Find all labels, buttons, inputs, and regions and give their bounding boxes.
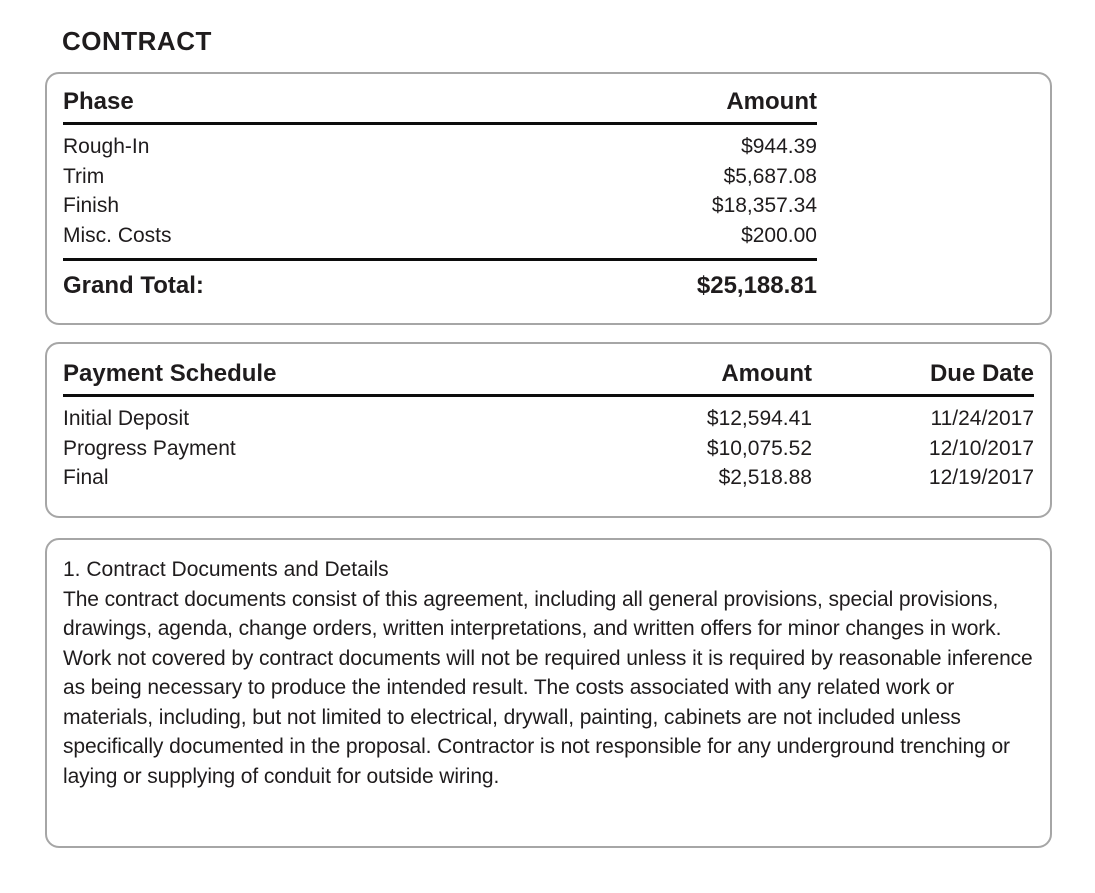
amount-cell: $944.39 [741, 135, 817, 158]
contract-summary-card: Phase Amount Rough-In $944.39 Trim $5,68… [45, 72, 1052, 325]
contract-document-page: CONTRACT Phase Amount Rough-In $944.39 T… [0, 27, 1095, 893]
payment-schedule-card: Payment Schedule Amount Due Date Initial… [45, 342, 1052, 518]
page-title: CONTRACT [62, 26, 212, 56]
payment-due-date-cell: 11/24/2017 [930, 407, 1034, 430]
payment-amount-cell: $12,594.41 [706, 407, 812, 430]
phase-cell: Misc. Costs [63, 223, 172, 247]
terms-heading: 1. Contract Documents and Details [63, 558, 389, 581]
table-row: Progress Payment $10,075.52 12/10/2017 [63, 434, 1034, 464]
payment-due-date-cell: 12/10/2017 [928, 436, 1034, 460]
payment-schedule-column-header: Payment Schedule [63, 360, 277, 387]
phase-cell: Trim [63, 164, 105, 188]
payment-due-date-cell: 12/19/2017 [928, 466, 1034, 489]
phase-cell: Finish [63, 194, 120, 217]
table-row: Misc. Costs $200.00 [63, 221, 817, 251]
amount-column-header: Amount [726, 88, 817, 115]
terms-body: The contract documents consist of this a… [63, 587, 1033, 788]
payment-schedule-table: Payment Schedule Amount Due Date Initial… [63, 359, 1034, 493]
grand-total-label: Grand Total: [63, 272, 204, 299]
amount-column-header: Amount [721, 360, 812, 387]
phase-table: Phase Amount Rough-In $944.39 Trim $5,68… [63, 87, 817, 302]
grand-total-value: $25,188.81 [696, 272, 817, 299]
payment-schedule-rows: Initial Deposit $12,594.41 11/24/2017 Pr… [63, 397, 1034, 493]
payment-name-cell: Progress Payment [63, 436, 236, 460]
grand-total-row: Grand Total: $25,188.81 [63, 270, 817, 302]
table-row: Initial Deposit $12,594.41 11/24/2017 [63, 404, 1034, 434]
payment-name-cell: Final [63, 466, 109, 489]
amount-cell: $5,687.08 [723, 164, 817, 188]
phase-cell: Rough-In [63, 135, 150, 158]
terms-card: 1. Contract Documents and Details The co… [45, 538, 1052, 848]
table-row: Trim $5,687.08 [63, 162, 817, 192]
grand-total-divider [63, 258, 817, 261]
phase-column-header: Phase [63, 88, 134, 115]
payment-amount-cell: $2,518.88 [718, 466, 812, 489]
due-date-column-header: Due Date [929, 360, 1034, 387]
table-row: Rough-In $944.39 [63, 132, 817, 162]
payment-schedule-header-row: Payment Schedule Amount Due Date [63, 359, 1034, 397]
amount-cell: $18,357.34 [711, 194, 817, 217]
table-row: Finish $18,357.34 [63, 191, 817, 221]
payment-name-cell: Initial Deposit [63, 407, 190, 430]
phase-table-header-row: Phase Amount [63, 87, 817, 125]
payment-amount-cell: $10,075.52 [706, 436, 812, 460]
phase-table-rows: Rough-In $944.39 Trim $5,687.08 Finish $… [63, 125, 817, 250]
amount-cell: $200.00 [741, 223, 817, 247]
table-row: Final $2,518.88 12/19/2017 [63, 463, 1034, 493]
